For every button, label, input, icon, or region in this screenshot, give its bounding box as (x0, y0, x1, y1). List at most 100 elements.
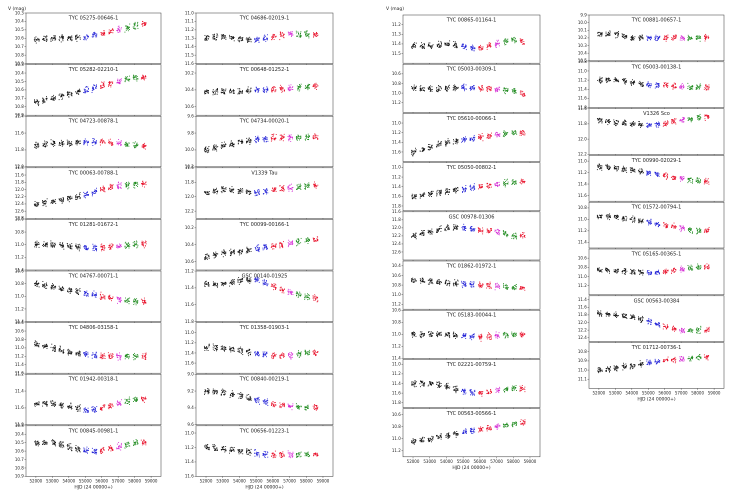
data-point (70, 198, 72, 200)
data-point (42, 245, 44, 247)
y-tick-label: 11.4 (15, 388, 24, 393)
data-point (145, 245, 146, 247)
data-point (76, 37, 78, 39)
data-point (316, 239, 318, 241)
data-point (137, 27, 139, 29)
data-point (307, 34, 309, 36)
data-point (94, 246, 96, 248)
data-point (46, 283, 47, 285)
data-point (274, 188, 276, 190)
data-point (100, 408, 102, 410)
data-point (83, 450, 85, 452)
data-point (232, 89, 234, 91)
data-point (204, 349, 206, 351)
data-point (87, 452, 88, 454)
data-point (124, 81, 126, 83)
data-point (117, 297, 119, 299)
data-point (96, 87, 98, 89)
data-point (233, 144, 235, 146)
data-point (231, 251, 233, 253)
data-point (265, 39, 267, 40)
data-point (265, 244, 267, 246)
data-point (67, 199, 69, 201)
data-point (142, 21, 144, 23)
data-point (134, 352, 135, 354)
data-point (70, 142, 72, 144)
data-point (274, 86, 276, 88)
data-point (53, 404, 55, 406)
data-point (264, 190, 266, 192)
data-point (295, 32, 297, 34)
data-point (91, 192, 93, 194)
data-point (77, 293, 79, 295)
data-point (103, 357, 105, 359)
data-point (315, 84, 317, 86)
data-point (70, 246, 72, 248)
data-point (112, 81, 114, 83)
y-tick-label: 11.4 (15, 267, 24, 272)
data-point (307, 293, 309, 295)
data-point (250, 279, 252, 281)
data-point (52, 243, 54, 245)
data-point (224, 144, 226, 145)
data-point (305, 135, 307, 137)
data-point (43, 347, 45, 348)
data-point (59, 288, 61, 289)
data-point (38, 40, 40, 42)
data-point (258, 281, 260, 283)
data-point (112, 353, 114, 355)
data-point (246, 278, 248, 280)
data-point (53, 38, 55, 40)
data-point (255, 41, 256, 42)
panel-frame (25, 425, 162, 477)
data-point (124, 444, 126, 446)
data-point (272, 245, 274, 247)
data-point (304, 138, 306, 140)
y-tick-label: 10.4 (15, 320, 24, 325)
data-point (257, 280, 259, 282)
data-point (238, 250, 240, 252)
data-point (225, 143, 227, 145)
data-point (128, 396, 130, 398)
data-point (314, 87, 316, 89)
data-point (60, 199, 62, 201)
data-point (107, 404, 109, 406)
data-point (249, 279, 251, 281)
data-point (238, 38, 239, 40)
data-point (256, 351, 258, 353)
data-point (35, 344, 37, 346)
data-point (107, 352, 109, 354)
data-point (110, 358, 112, 359)
data-point (68, 407, 69, 409)
data-point (112, 187, 114, 189)
data-point (36, 441, 38, 443)
data-point (36, 99, 38, 101)
data-point (223, 90, 225, 92)
data-point (50, 139, 52, 141)
data-point (257, 88, 259, 90)
data-point (233, 143, 235, 145)
data-point (272, 187, 274, 189)
data-point (127, 78, 129, 80)
data-point (304, 296, 306, 298)
data-point (94, 244, 96, 246)
data-point (42, 200, 44, 201)
data-point (280, 245, 282, 247)
data-point (46, 400, 48, 402)
data-point (54, 39, 56, 41)
data-point (112, 449, 114, 451)
data-point (230, 191, 231, 192)
data-point (256, 278, 258, 280)
data-point (51, 245, 53, 247)
data-point (104, 297, 106, 299)
data-point (125, 355, 127, 357)
data-point (120, 184, 122, 186)
data-point (221, 38, 223, 39)
data-point (102, 447, 104, 449)
data-point (85, 248, 87, 250)
data-point (53, 403, 55, 405)
data-point (245, 38, 247, 40)
data-point (307, 87, 309, 89)
data-point (75, 450, 77, 452)
